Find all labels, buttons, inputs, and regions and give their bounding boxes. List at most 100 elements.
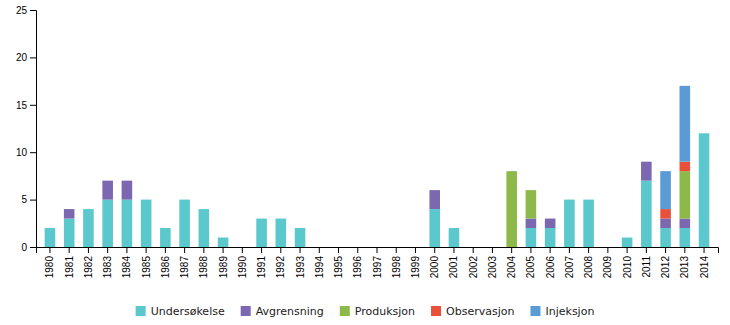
bar-segment [237, 247, 248, 248]
tick-label: 1996 [352, 256, 363, 279]
bar-segment [218, 238, 229, 247]
bar-segment [429, 190, 440, 191]
tick-label: 1989 [218, 256, 229, 279]
bar-segment [122, 200, 133, 247]
bar-segment [603, 247, 614, 248]
legend-label: Avgrensning [256, 305, 324, 318]
legend-swatch [136, 306, 146, 316]
bar-segment [429, 190, 440, 191]
bar-segment [237, 247, 248, 248]
tick: 2007 [564, 247, 575, 278]
y-axis: 0510152025 [16, 5, 37, 253]
tick-label: 1997 [372, 256, 383, 279]
bar-segment [622, 238, 633, 247]
bar-segment [102, 200, 113, 247]
series-group [64, 162, 690, 228]
tick: 2012 [660, 247, 671, 278]
bar-segment [622, 237, 633, 238]
bar-segment [410, 247, 421, 248]
bar-segment [295, 228, 306, 229]
bar-segment [256, 219, 267, 247]
tick: 15 [16, 100, 36, 111]
bar-segment [545, 219, 556, 228]
bar-segment [545, 218, 556, 219]
bar-segment [583, 199, 594, 200]
bar-segment [526, 219, 537, 228]
bar-segment [699, 133, 710, 134]
tick-label: 1993 [295, 256, 306, 279]
bar-segment [526, 190, 537, 191]
bar-segment [680, 162, 691, 171]
bar-segment [372, 247, 383, 248]
bar-segment [468, 247, 479, 248]
bar-segment [429, 190, 440, 191]
legend-item: Undersøkelse [136, 305, 225, 318]
bar-segment [256, 218, 267, 219]
bar-segment [391, 247, 402, 248]
tick: 0 [21, 242, 36, 253]
tick-label: 1994 [314, 256, 325, 279]
tick-mark [453, 247, 454, 253]
bar-segment [680, 228, 691, 247]
series-group [660, 162, 690, 219]
bar-segment [699, 133, 710, 134]
tick-mark [280, 247, 281, 253]
tick: 1992 [275, 247, 286, 278]
tick-mark [704, 247, 705, 253]
bar-segment [468, 247, 479, 248]
tick-label: 2005 [525, 256, 536, 279]
legend-swatch [340, 306, 350, 316]
bar-segment [179, 200, 190, 247]
tick: 2000 [429, 247, 440, 278]
bar-segment [372, 247, 383, 248]
tick-label: 1992 [275, 256, 286, 279]
bar-segment [660, 219, 671, 228]
bar-segment [83, 209, 94, 210]
tick-mark [377, 247, 378, 253]
series-group [506, 171, 690, 247]
tick-label: 2013 [679, 256, 690, 279]
bar-segment [391, 247, 402, 248]
legend-label: Observasjon [446, 305, 514, 318]
tick: 2010 [622, 247, 633, 278]
tick-label: 2001 [448, 256, 459, 279]
tick-mark [511, 247, 512, 253]
tick-label: 1981 [64, 256, 75, 279]
tick-mark [588, 247, 589, 253]
bar-segment [333, 247, 344, 248]
tick-mark [49, 247, 50, 253]
bars [45, 86, 710, 247]
tick-mark [30, 57, 36, 58]
bar-segment [64, 209, 75, 210]
tick-label: 15 [16, 100, 28, 111]
bar-segment [487, 247, 498, 248]
bar-segment [256, 218, 267, 219]
bar-segment [429, 190, 440, 209]
bar-segment [199, 209, 210, 210]
bar-segment [487, 247, 498, 248]
bar-segment [583, 200, 594, 247]
bar-segment [218, 237, 229, 238]
bar-segment [372, 247, 383, 248]
bar-segment [83, 209, 94, 210]
legend-label: Undersøkelse [151, 305, 225, 318]
bar-segment [564, 199, 575, 200]
axis-line [37, 248, 719, 254]
bar-segment [122, 180, 133, 181]
tick-label: 1980 [44, 256, 55, 279]
bar-segment [660, 171, 671, 209]
tick-label: 2002 [468, 256, 479, 279]
bar-segment [160, 228, 171, 247]
chart: 0510152025198019811982198319841985198619… [0, 0, 730, 325]
tick-label: 1985 [141, 256, 152, 279]
bar-segment [276, 218, 287, 219]
bar-segment [295, 228, 306, 229]
bar-segment [45, 228, 56, 247]
bar-segment [583, 199, 594, 200]
tick-label: 2012 [660, 256, 671, 279]
tick-mark [300, 247, 301, 253]
tick: 1991 [256, 247, 267, 278]
tick-label: 20 [16, 52, 28, 63]
bar-segment [102, 180, 113, 181]
bar-segment [449, 228, 460, 247]
